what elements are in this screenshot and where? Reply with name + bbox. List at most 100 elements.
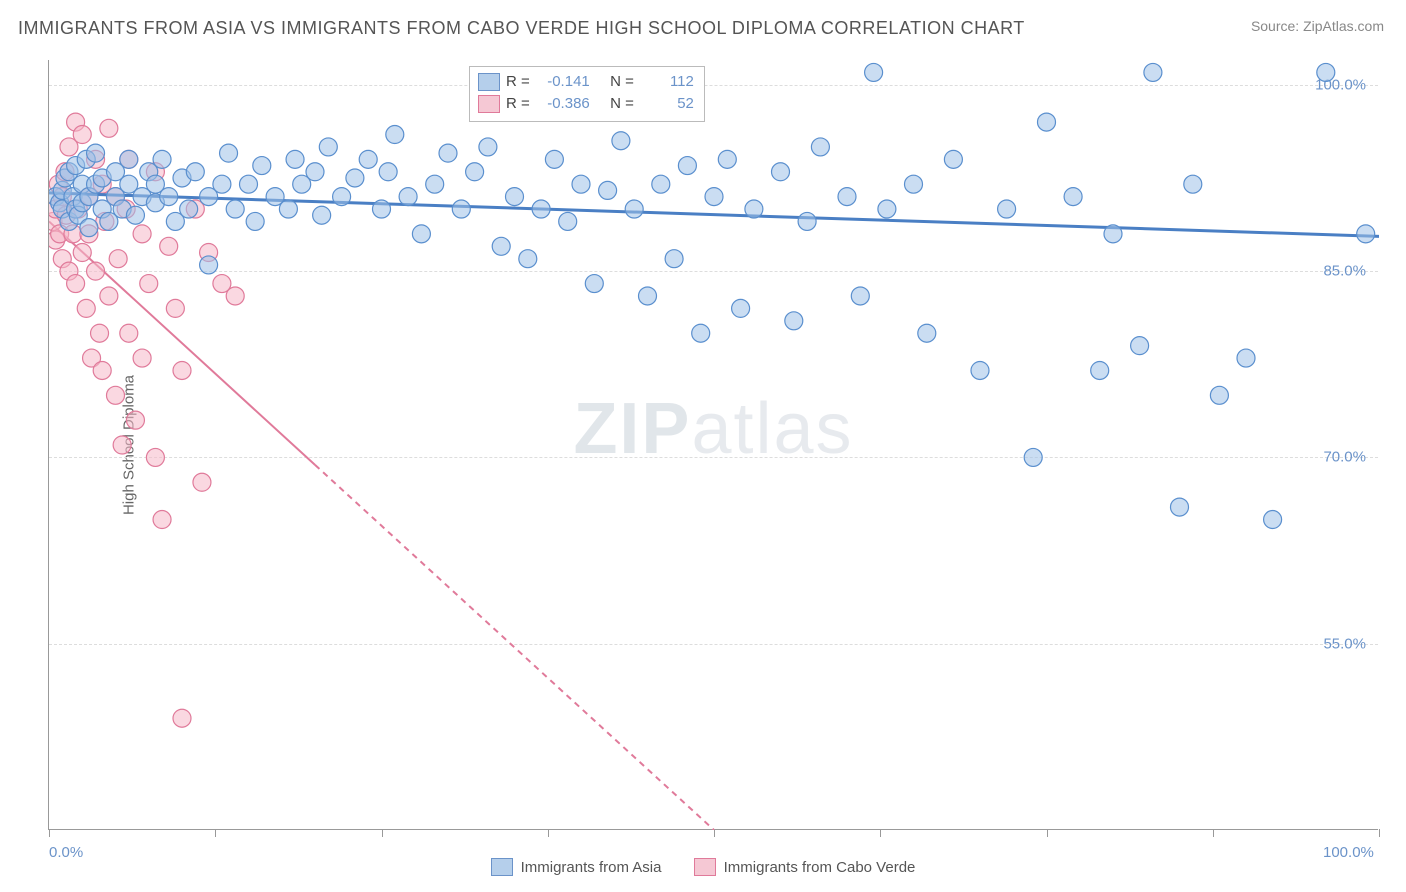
data-point-cabo_verde [109,250,127,268]
swatch-cabo-verde [478,95,500,113]
data-point-asia [346,169,364,187]
data-point-cabo_verde [120,324,138,342]
data-point-cabo_verde [93,361,111,379]
regression-line-cabo_verde-dashed [315,465,714,830]
data-point-cabo_verde [133,349,151,367]
data-point-cabo_verde [173,709,191,727]
data-point-asia [532,200,550,218]
n-value-cabo: 52 [640,93,694,115]
data-point-asia [599,181,617,199]
data-point-asia [386,126,404,144]
data-point-asia [200,256,218,274]
legend-item-cabo: Immigrants from Cabo Verde [694,858,916,876]
data-point-asia [120,150,138,168]
data-point-asia [180,200,198,218]
data-point-cabo_verde [146,448,164,466]
data-point-asia [1024,448,1042,466]
x-tick [714,829,715,837]
data-point-asia [506,188,524,206]
data-point-asia [319,138,337,156]
data-point-asia [519,250,537,268]
x-tick [215,829,216,837]
data-point-asia [718,150,736,168]
r-label: R = [506,71,530,93]
x-tick [1047,829,1048,837]
data-point-asia [772,163,790,181]
chart-title: IMMIGRANTS FROM ASIA VS IMMIGRANTS FROM … [18,18,1025,39]
data-point-asia [918,324,936,342]
swatch-cabo-verde [694,858,716,876]
data-point-cabo_verde [126,411,144,429]
data-point-asia [286,150,304,168]
data-point-asia [439,144,457,162]
data-point-asia [559,212,577,230]
data-point-asia [971,361,989,379]
data-point-cabo_verde [73,244,91,262]
data-point-asia [732,299,750,317]
data-point-asia [851,287,869,305]
data-point-cabo_verde [77,299,95,317]
data-point-asia [585,275,603,293]
data-point-cabo_verde [100,119,118,137]
data-point-asia [1131,337,1149,355]
data-point-asia [572,175,590,193]
data-point-asia [1038,113,1056,131]
data-point-asia [1317,63,1335,81]
data-point-asia [306,163,324,181]
data-point-cabo_verde [226,287,244,305]
data-point-asia [80,219,98,237]
data-point-asia [612,132,630,150]
data-point-asia [1237,349,1255,367]
data-point-asia [785,312,803,330]
data-point-asia [373,200,391,218]
data-point-asia [665,250,683,268]
data-point-asia [160,188,178,206]
data-point-cabo_verde [100,287,118,305]
plot-area: High School Diploma ZIPatlas R = -0.141 … [48,60,1378,830]
data-point-asia [313,206,331,224]
data-point-cabo_verde [173,361,191,379]
data-point-asia [905,175,923,193]
bottom-legend: Immigrants from Asia Immigrants from Cab… [0,858,1406,880]
data-point-asia [220,144,238,162]
data-point-asia [479,138,497,156]
data-point-asia [359,150,377,168]
legend-label-cabo: Immigrants from Cabo Verde [724,859,916,876]
data-point-asia [625,200,643,218]
data-point-asia [545,150,563,168]
r-value-asia: -0.141 [536,71,590,93]
data-point-cabo_verde [91,324,109,342]
n-value-asia: 112 [640,71,694,93]
data-point-asia [692,324,710,342]
x-tick [1213,829,1214,837]
data-point-asia [745,200,763,218]
data-point-asia [705,188,723,206]
data-point-asia [492,237,510,255]
data-point-cabo_verde [87,262,105,280]
n-label: N = [610,93,634,115]
data-point-asia [466,163,484,181]
data-point-asia [1171,498,1189,516]
data-point-cabo_verde [107,386,125,404]
data-point-asia [1091,361,1109,379]
data-point-asia [240,175,258,193]
chart-svg [49,60,1379,830]
data-point-cabo_verde [73,126,91,144]
data-point-cabo_verde [193,473,211,491]
data-point-asia [1184,175,1202,193]
swatch-asia [491,858,513,876]
data-point-asia [87,144,105,162]
data-point-asia [412,225,430,243]
data-point-asia [333,188,351,206]
stats-legend: R = -0.141 N = 112 R = -0.386 N = 52 [469,66,705,122]
data-point-asia [452,200,470,218]
data-point-asia [186,163,204,181]
data-point-asia [1264,511,1282,529]
data-point-asia [279,200,297,218]
data-point-asia [1210,386,1228,404]
data-point-asia [1104,225,1122,243]
legend-label-asia: Immigrants from Asia [521,859,662,876]
data-point-asia [246,212,264,230]
data-point-asia [798,212,816,230]
swatch-asia [478,73,500,91]
